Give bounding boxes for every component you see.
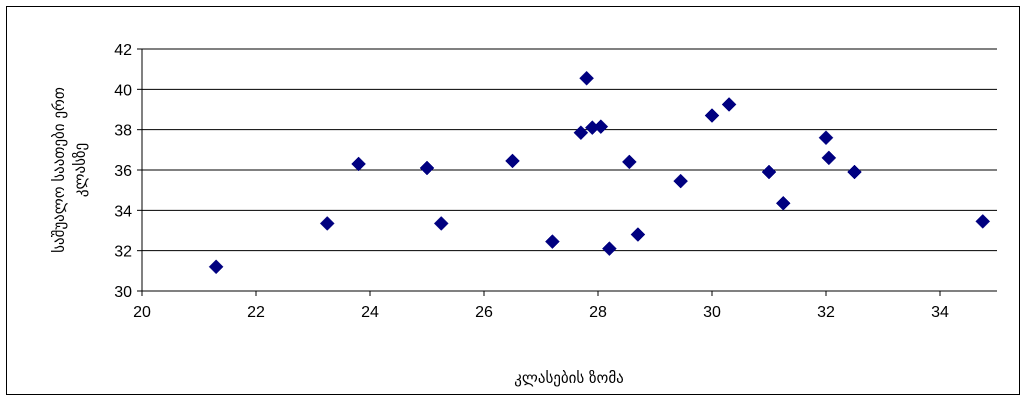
data-point-17 [721, 97, 737, 112]
y-tick-label-42: 42 [114, 42, 132, 59]
data-point-22 [847, 164, 862, 180]
data-point-11 [593, 119, 609, 134]
x-tick-label-32: 32 [817, 304, 835, 321]
data-point-20 [818, 130, 834, 146]
y-tick-label-34: 34 [114, 203, 132, 220]
x-tick-label-28: 28 [589, 304, 607, 321]
data-point-14 [630, 227, 646, 242]
y-axis-title-line-1: საშუალო საათები ერთ [50, 87, 68, 253]
y-tick-label-32: 32 [114, 244, 132, 261]
data-point-9 [579, 70, 594, 86]
data-point-1 [208, 259, 224, 275]
y-tick-label-36: 36 [114, 163, 132, 180]
data-point-12 [602, 241, 617, 257]
y-tick-label-40: 40 [114, 82, 132, 99]
x-tick-label-26: 26 [475, 304, 493, 321]
data-point-5 [433, 216, 449, 231]
data-point-16 [704, 108, 720, 123]
data-points [208, 70, 991, 275]
chart-frame [6, 6, 1020, 395]
x-tick-label-24: 24 [361, 304, 379, 321]
y-tick-label-38: 38 [114, 123, 132, 140]
data-point-23 [975, 214, 991, 229]
x-tick-labels: 20 22 24 26 28 30 32 34 [133, 304, 949, 321]
data-point-18 [761, 164, 777, 180]
data-point-13 [621, 154, 637, 170]
data-point-21 [821, 150, 837, 166]
x-axis-title: კლასების ზომა [514, 369, 624, 387]
data-point-6 [505, 153, 520, 169]
y-tick-labels: 30 32 34 36 38 40 42 [114, 42, 132, 301]
data-point-19 [775, 195, 791, 211]
x-tick-label-22: 22 [247, 304, 265, 321]
axes [137, 48, 997, 296]
gridlines [142, 48, 997, 252]
data-point-15 [673, 173, 689, 189]
data-point-3 [351, 156, 366, 172]
x-tick-label-30: 30 [703, 304, 721, 321]
y-axis-title-line-2: კლასზე [71, 143, 89, 197]
x-tick-label-20: 20 [133, 304, 151, 321]
data-point-2 [319, 216, 335, 231]
data-point-4 [419, 160, 435, 176]
data-point-7 [545, 234, 560, 249]
x-tick-label-34: 34 [931, 304, 949, 321]
y-tick-label-30: 30 [114, 284, 132, 301]
data-point-8 [573, 125, 589, 141]
